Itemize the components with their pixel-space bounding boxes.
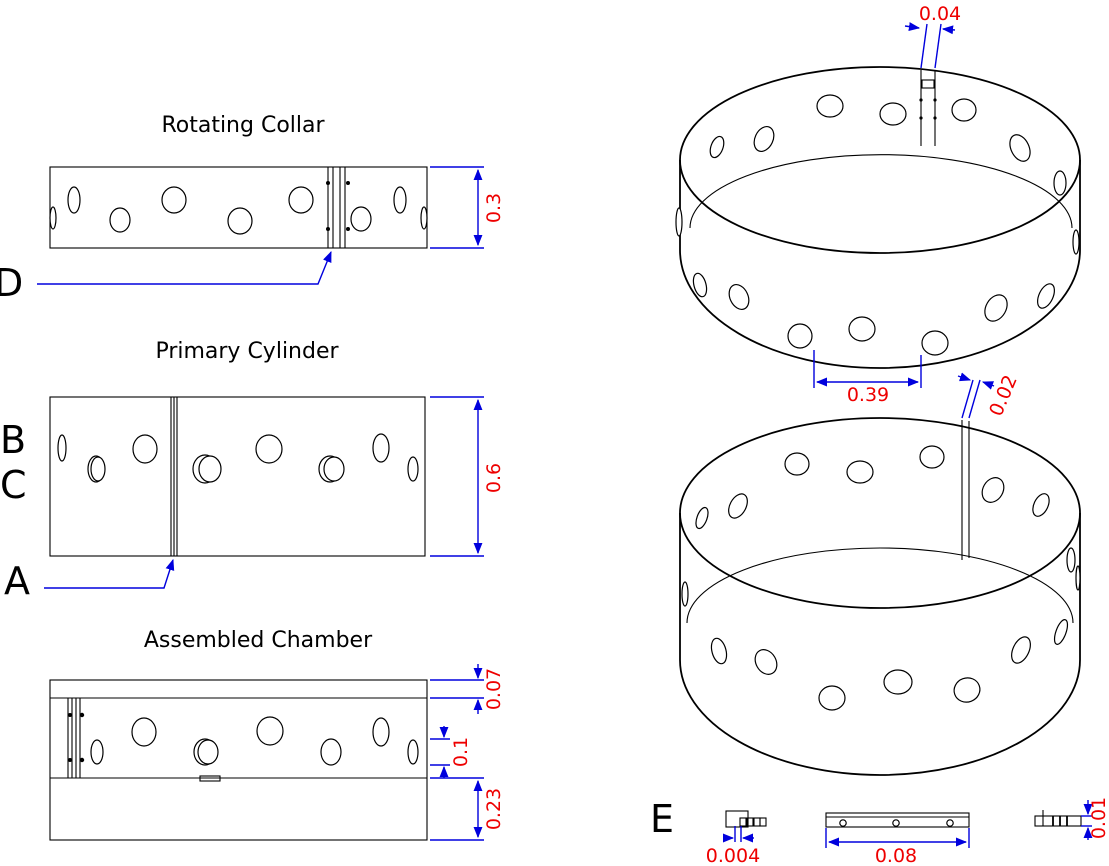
isometric-cylinder: 0.02 [679,372,1081,776]
assembled-title: Assembled Chamber [144,628,373,653]
callout-d: D [0,261,23,305]
isometric-collar-holes [675,94,1080,356]
assembled-holes [90,716,419,766]
assembled-bottom-dimension: 0.23 [430,777,505,841]
assembled-bottom-value: 0.23 [483,788,505,830]
gap-lower-value: 0.02 [985,372,1022,420]
gap-top-value: 0.04 [919,3,961,25]
cylinder-title: Primary Cylinder [155,339,339,364]
callout-a: A [4,559,30,603]
hole-spacing-dimension: 0.39 [813,350,922,406]
assembled-top-dimension: 0.07 [430,664,505,714]
assembled-window-dimension: 0.1 [430,726,472,778]
primary-cylinder-view: Primary Cylinder 0.6 [0,339,505,603]
rotating-collar-view: Rotating Collar 0.3 [0,113,505,305]
callout-d-leader [37,250,332,285]
callout-c: C [0,463,27,507]
gap-top-dimension: 0.04 [904,3,961,69]
hinge-side-view: 0.08 [825,812,970,866]
isometric-collar: 0.04 0.39 [675,3,1081,406]
callout-b: B [0,418,26,462]
cylinder-seam [170,397,178,556]
hinge-small-value: 0.004 [706,845,760,866]
assembled-outline [49,679,428,841]
collar-height-dimension: 0.3 [430,166,505,249]
gap-lower-dimension: 0.02 [957,372,1022,420]
hinge-profile-view: 0.01 [1034,797,1109,840]
hinge-detail: E 0.004 0.08 [650,797,1109,866]
collar-hinge [326,167,350,248]
hinge-length-value: 0.08 [875,845,917,866]
assembled-window-value: 0.1 [450,737,472,767]
callout-e: E [650,797,674,841]
hinge-end-view: 0.004 [706,810,767,866]
cylinder-outline [49,396,426,557]
assembled-top-value: 0.07 [483,668,505,710]
callout-a-leader [44,558,175,589]
cylinder-height-dimension: 0.6 [430,396,505,557]
collar-height-value: 0.3 [483,193,505,223]
hinge-thickness-value: 0.01 [1088,797,1109,839]
collar-holes [49,186,428,235]
assembled-chamber-view: Assembled Chamber [49,628,505,841]
hole-spacing-value: 0.39 [847,384,889,406]
collar-outline [49,166,428,249]
cylinder-height-value: 0.6 [483,463,505,493]
isometric-cylinder-holes [681,445,1081,711]
cylinder-holes [57,433,419,484]
collar-title: Rotating Collar [161,113,325,138]
assembled-hinge [67,698,85,778]
